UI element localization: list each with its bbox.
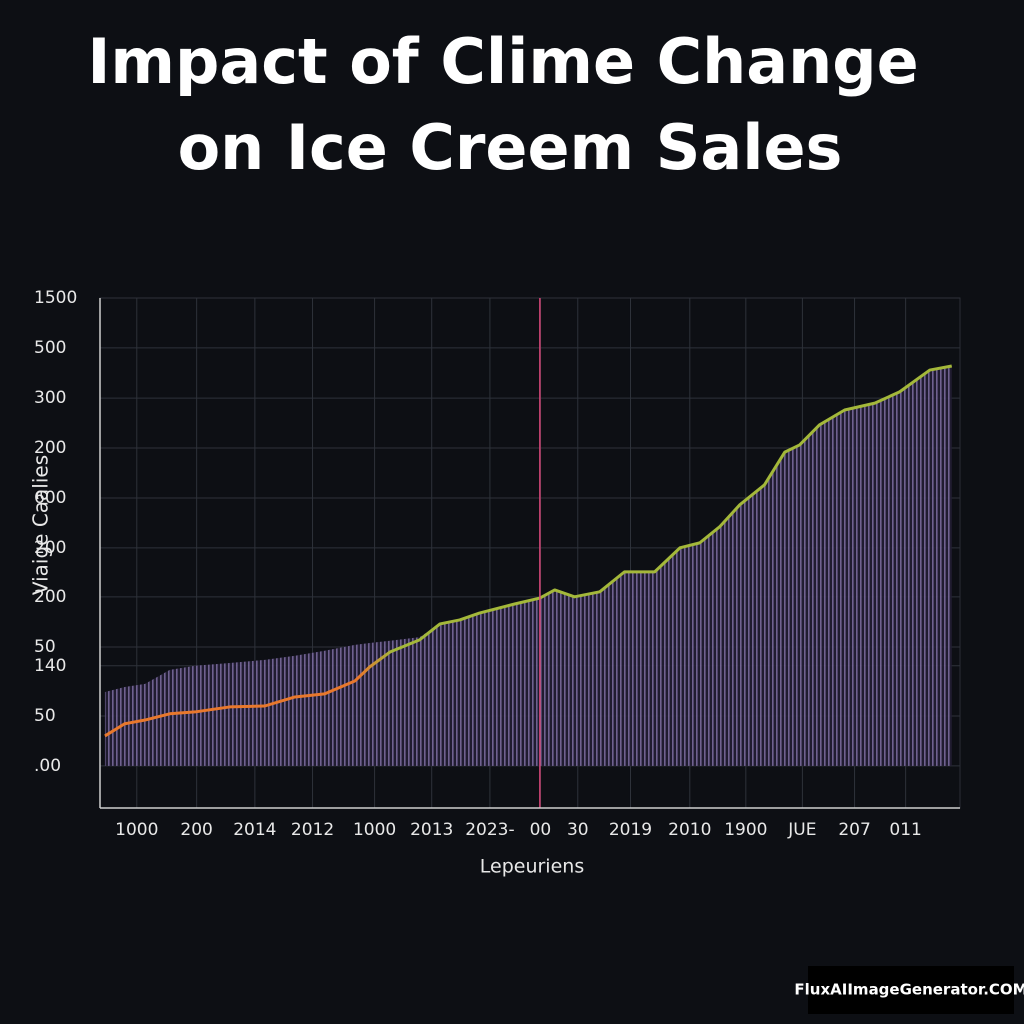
x-tick-label: 30 <box>567 820 589 840</box>
x-tick-label: 200 <box>180 820 212 840</box>
y-tick-label: .00 <box>34 756 61 776</box>
y-tick-label: 200 <box>34 438 66 458</box>
x-tick-label: 2014 <box>233 820 276 840</box>
y-tick-label: 50 <box>34 637 56 657</box>
y-tick-label: 140 <box>34 656 66 676</box>
x-tick-label: JUE <box>787 820 816 840</box>
x-tick-label: 00 <box>530 820 552 840</box>
x-tick-label: 1000 <box>115 820 158 840</box>
y-tick-label: 200 <box>34 538 66 558</box>
x-tick-label: 2019 <box>609 820 652 840</box>
x-tick-label: 2012 <box>291 820 334 840</box>
line <box>104 364 953 738</box>
x-tick-label: 011 <box>889 820 921 840</box>
x-tick-label: 2023- <box>465 820 514 840</box>
x-tick-label: 2013 <box>410 820 453 840</box>
chart-title: on Ice Creem Sales <box>178 111 843 184</box>
watermark: FluxAIImageGenerator.COM <box>794 981 1024 999</box>
y-tick-label: 500 <box>34 338 66 358</box>
x-axis-label: Lepeuriens <box>480 856 584 878</box>
chart-title: Impact of Clime Change <box>87 25 918 98</box>
y-tick-label: 600 <box>34 488 66 508</box>
x-tick-label: 1000 <box>353 820 396 840</box>
y-tick-label: 1500 <box>34 288 77 308</box>
x-tick-label: 207 <box>838 820 870 840</box>
y-tick-label: 50 <box>34 706 56 726</box>
x-tick-label: 1900 <box>724 820 767 840</box>
watermark-box <box>808 966 1014 1014</box>
area <box>104 366 952 766</box>
y-axis-label: Viaige Caalies <box>29 455 53 595</box>
y-tick-label: 300 <box>34 388 66 408</box>
x-tick-label: 2010 <box>668 820 711 840</box>
y-tick-label: 200 <box>34 587 66 607</box>
